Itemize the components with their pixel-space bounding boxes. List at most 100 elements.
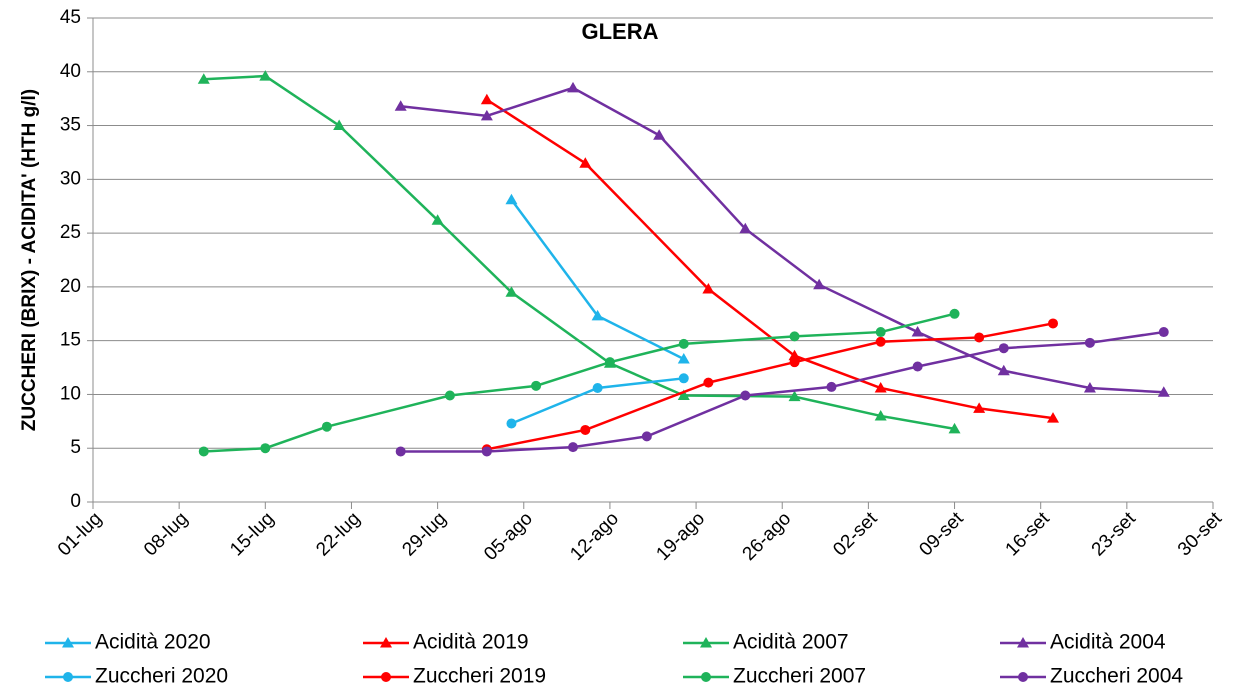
marker [678,373,689,384]
y-tick-label: 45 [60,7,81,28]
marker [531,380,542,391]
marker [1158,327,1169,338]
x-tick-label: 01-lug [54,508,106,560]
marker [580,424,591,435]
y-tick-label: 5 [70,437,81,458]
marker [788,390,801,402]
marker [641,431,652,442]
x-tick-label: 23-set [1088,508,1141,561]
marker [875,327,886,338]
series-line [486,98,1054,420]
x-tick-label: 09-set [915,508,968,561]
marker [444,390,455,401]
marker [198,446,209,457]
marker [568,442,578,453]
marker [63,672,73,682]
marker [739,222,752,234]
y-tick-label: 15 [60,330,81,351]
legend-item: Acidità 2020 [45,631,211,654]
marker [431,214,444,225]
marker [1083,381,1096,393]
y-tick-label: 30 [60,168,81,189]
legend-item: Zuccheri 2007 [683,665,866,688]
y-tick-label: 35 [60,115,81,136]
marker [1048,318,1058,329]
marker [788,349,801,361]
marker [506,418,517,429]
marker [813,278,826,290]
series-line [400,330,1164,453]
x-tick-label: 30-set [1174,508,1227,561]
legend-label: Zuccheri 2007 [733,665,866,688]
x-tick-label: 29-lug [398,508,450,560]
marker [380,637,392,648]
marker [481,446,492,457]
marker [1157,386,1170,397]
marker [394,100,407,111]
legend-label: Zuccheri 2019 [413,665,546,688]
legend-label: Zuccheri 2020 [95,665,228,688]
x-tick-label: 15-lug [226,508,278,560]
legend-item: Acidità 2007 [683,631,849,654]
y-tick-label: 20 [60,276,81,297]
marker [677,389,690,401]
y-axis-label: ZUCCHERI (BRIX) - ACIDITA' (HTH g/l) [19,89,40,431]
marker [789,331,800,342]
legend-label: Acidità 2020 [95,631,211,654]
marker [592,382,603,393]
marker [505,193,518,205]
legend-item: Zuccheri 2004 [1000,665,1183,688]
marker [1047,412,1059,423]
x-tick-label: 16-set [1002,508,1055,561]
marker [333,119,346,131]
marker [974,332,985,343]
marker [1018,672,1028,682]
marker [604,357,615,368]
marker [874,409,887,421]
marker [875,336,886,347]
marker [874,381,887,393]
x-tick-label: 22-lug [312,508,364,560]
y-tick-label: 25 [60,222,81,243]
legend-label: Zuccheri 2004 [1050,665,1183,688]
marker [998,343,1009,354]
marker [62,637,74,648]
series-line [203,74,955,431]
marker [480,93,493,105]
marker [912,361,923,372]
x-tick-label: 02-set [829,508,882,561]
marker [1017,637,1029,648]
marker [260,443,271,454]
marker [321,421,332,432]
marker [973,402,986,413]
marker [197,73,210,84]
marker [591,309,604,321]
marker [505,286,518,297]
x-tick-label: 08-lug [140,508,192,560]
marker [480,109,493,121]
legend-label: Acidità 2004 [1050,631,1166,654]
marker [579,157,592,168]
marker [740,390,751,401]
marker [997,364,1010,376]
x-tick-label: 19-ago [652,508,709,565]
marker [653,129,666,140]
legend-label: Acidità 2019 [413,631,529,654]
legend-item: Acidità 2004 [1000,631,1166,654]
chart-title: GLERA [582,19,659,44]
marker [395,446,406,457]
y-tick-label: 40 [60,61,81,82]
series-line [203,312,955,453]
marker [567,81,579,93]
series-line [510,199,685,361]
marker [911,326,924,337]
x-tick-label: 05-ago [480,508,537,565]
x-tick-label: 26-ago [739,508,796,565]
x-tick-label: 12-ago [566,508,623,565]
marker [700,637,712,648]
legend-item: Acidità 2019 [363,631,529,654]
legend-item: Zuccheri 2019 [363,665,546,688]
y-tick-label: 10 [60,383,81,404]
marker [677,352,690,364]
